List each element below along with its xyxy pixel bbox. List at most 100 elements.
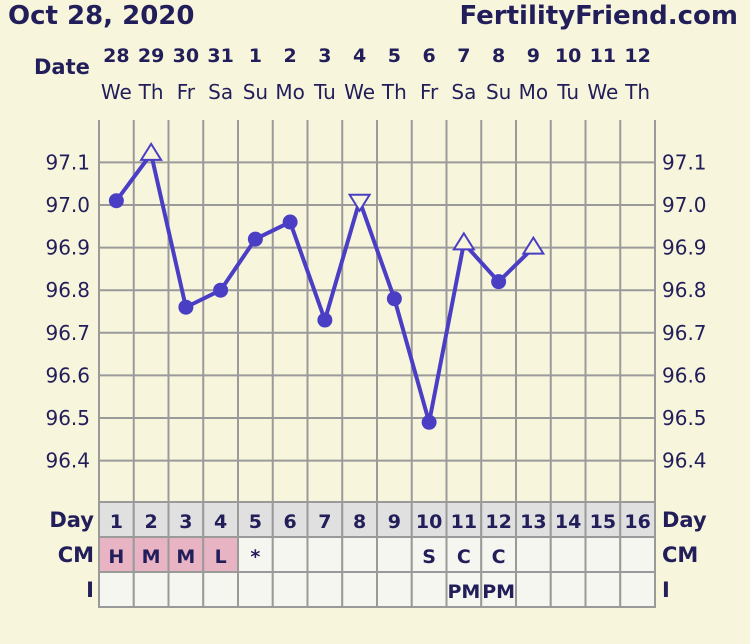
i-cell bbox=[410, 571, 448, 608]
cm-cell bbox=[132, 536, 170, 573]
cm-cell bbox=[167, 536, 205, 573]
day-number: 11 bbox=[451, 511, 477, 533]
date-number: 1 bbox=[249, 45, 262, 67]
cm-value: L bbox=[215, 546, 227, 568]
cm-value: * bbox=[250, 546, 260, 568]
day-number: 1 bbox=[110, 511, 123, 533]
i-cell bbox=[271, 571, 309, 608]
day-cell bbox=[376, 501, 413, 538]
i-cell bbox=[549, 571, 587, 608]
temperature-point-triangle-up bbox=[521, 235, 546, 255]
weekday-label: Tu bbox=[556, 80, 579, 104]
date-number: 31 bbox=[207, 45, 233, 67]
day-number: 10 bbox=[416, 511, 442, 533]
cm-value: S bbox=[422, 546, 436, 568]
i-cell bbox=[306, 571, 344, 608]
cm-cell bbox=[271, 536, 309, 573]
y-tick-label-left: 96.6 bbox=[45, 363, 90, 387]
weekday-label: Th bbox=[381, 80, 407, 104]
day-row-label-right: Day bbox=[662, 508, 707, 532]
weekday-label: Su bbox=[243, 80, 268, 104]
cm-cell bbox=[376, 536, 413, 573]
cm-cell bbox=[515, 536, 552, 573]
i-cell bbox=[584, 571, 622, 608]
date-number: 3 bbox=[318, 45, 331, 67]
day-number: 6 bbox=[284, 511, 297, 533]
temperature-point bbox=[108, 193, 124, 209]
date-row-label: Date bbox=[34, 55, 90, 79]
day-number: 15 bbox=[590, 511, 616, 533]
day-number: 13 bbox=[520, 511, 546, 533]
chart-date-title: Oct 28, 2020 bbox=[8, 1, 194, 31]
weekday-label: Fr bbox=[177, 80, 196, 104]
y-tick-label-right: 96.7 bbox=[662, 321, 707, 345]
weekday-label: Sa bbox=[451, 80, 476, 104]
day-number: 9 bbox=[388, 511, 401, 533]
y-tick-label-right: 96.5 bbox=[662, 406, 707, 430]
temperature-point-triangle-up bbox=[139, 141, 163, 161]
i-value: PM bbox=[447, 581, 480, 603]
weekday-label: Th bbox=[138, 80, 164, 104]
cm-cell bbox=[619, 536, 656, 573]
day-number: 7 bbox=[318, 511, 331, 533]
day-row-label-left: Day bbox=[49, 508, 94, 532]
i-value: PM bbox=[482, 581, 515, 603]
day-number: 4 bbox=[214, 511, 227, 533]
y-tick-label-left: 96.7 bbox=[45, 321, 90, 345]
date-number: 28 bbox=[103, 45, 129, 67]
day-cell bbox=[98, 501, 135, 538]
day-number: 12 bbox=[485, 511, 511, 533]
cm-row-label-left: CM bbox=[58, 543, 94, 567]
temperature-point-triangle-up bbox=[452, 231, 476, 251]
i-cell bbox=[132, 571, 170, 608]
y-tick-label-right: 97.1 bbox=[662, 150, 707, 174]
cm-value: H bbox=[108, 546, 124, 568]
weekday-label: Fr bbox=[420, 80, 439, 104]
cm-cell bbox=[341, 536, 378, 573]
date-number: 9 bbox=[527, 45, 540, 67]
date-number: 10 bbox=[555, 45, 581, 67]
i-cell bbox=[237, 571, 274, 608]
date-number: 30 bbox=[173, 45, 199, 67]
weekday-label: Su bbox=[486, 80, 511, 104]
cm-row-label-right: CM bbox=[662, 543, 698, 567]
i-cell bbox=[619, 571, 656, 608]
date-number: 2 bbox=[284, 45, 297, 67]
weekday-label: Mo bbox=[275, 80, 305, 104]
i-row-label-left: I bbox=[86, 578, 94, 602]
temperature-point bbox=[213, 282, 229, 298]
y-tick-label-left: 96.9 bbox=[45, 236, 90, 260]
date-number: 4 bbox=[353, 45, 366, 67]
weekday-label: We bbox=[344, 80, 375, 104]
cm-value: C bbox=[492, 546, 506, 568]
y-tick-label-left: 96.8 bbox=[45, 278, 90, 302]
date-number: 8 bbox=[492, 45, 505, 67]
weekday-label: Tu bbox=[313, 80, 336, 104]
day-number: 14 bbox=[555, 511, 581, 533]
temperature-point bbox=[247, 231, 263, 247]
date-number: 7 bbox=[457, 45, 470, 67]
cm-cell bbox=[549, 536, 587, 573]
i-row-label-right: I bbox=[662, 578, 670, 602]
y-tick-label-right: 96.9 bbox=[662, 236, 707, 260]
temperature-line bbox=[114, 151, 535, 425]
temperature-point bbox=[421, 414, 437, 430]
date-number: 6 bbox=[423, 45, 436, 67]
y-tick-label-right: 96.6 bbox=[662, 363, 707, 387]
i-cell bbox=[515, 571, 552, 608]
date-number: 11 bbox=[590, 45, 616, 67]
weekday-label: We bbox=[101, 80, 132, 104]
cm-value: M bbox=[142, 546, 161, 568]
y-tick-label-right: 96.4 bbox=[662, 449, 707, 473]
temperature-point bbox=[282, 214, 298, 230]
temperature-point bbox=[386, 291, 402, 307]
i-cell bbox=[376, 571, 413, 608]
temperature-point-triangle-down bbox=[347, 193, 372, 213]
temperature-point bbox=[317, 312, 333, 328]
day-number: 5 bbox=[249, 511, 262, 533]
cm-cell bbox=[584, 536, 622, 573]
i-cell bbox=[202, 571, 239, 608]
date-number: 5 bbox=[388, 45, 401, 67]
weekday-label: Mo bbox=[519, 80, 549, 104]
date-number: 29 bbox=[138, 45, 164, 67]
